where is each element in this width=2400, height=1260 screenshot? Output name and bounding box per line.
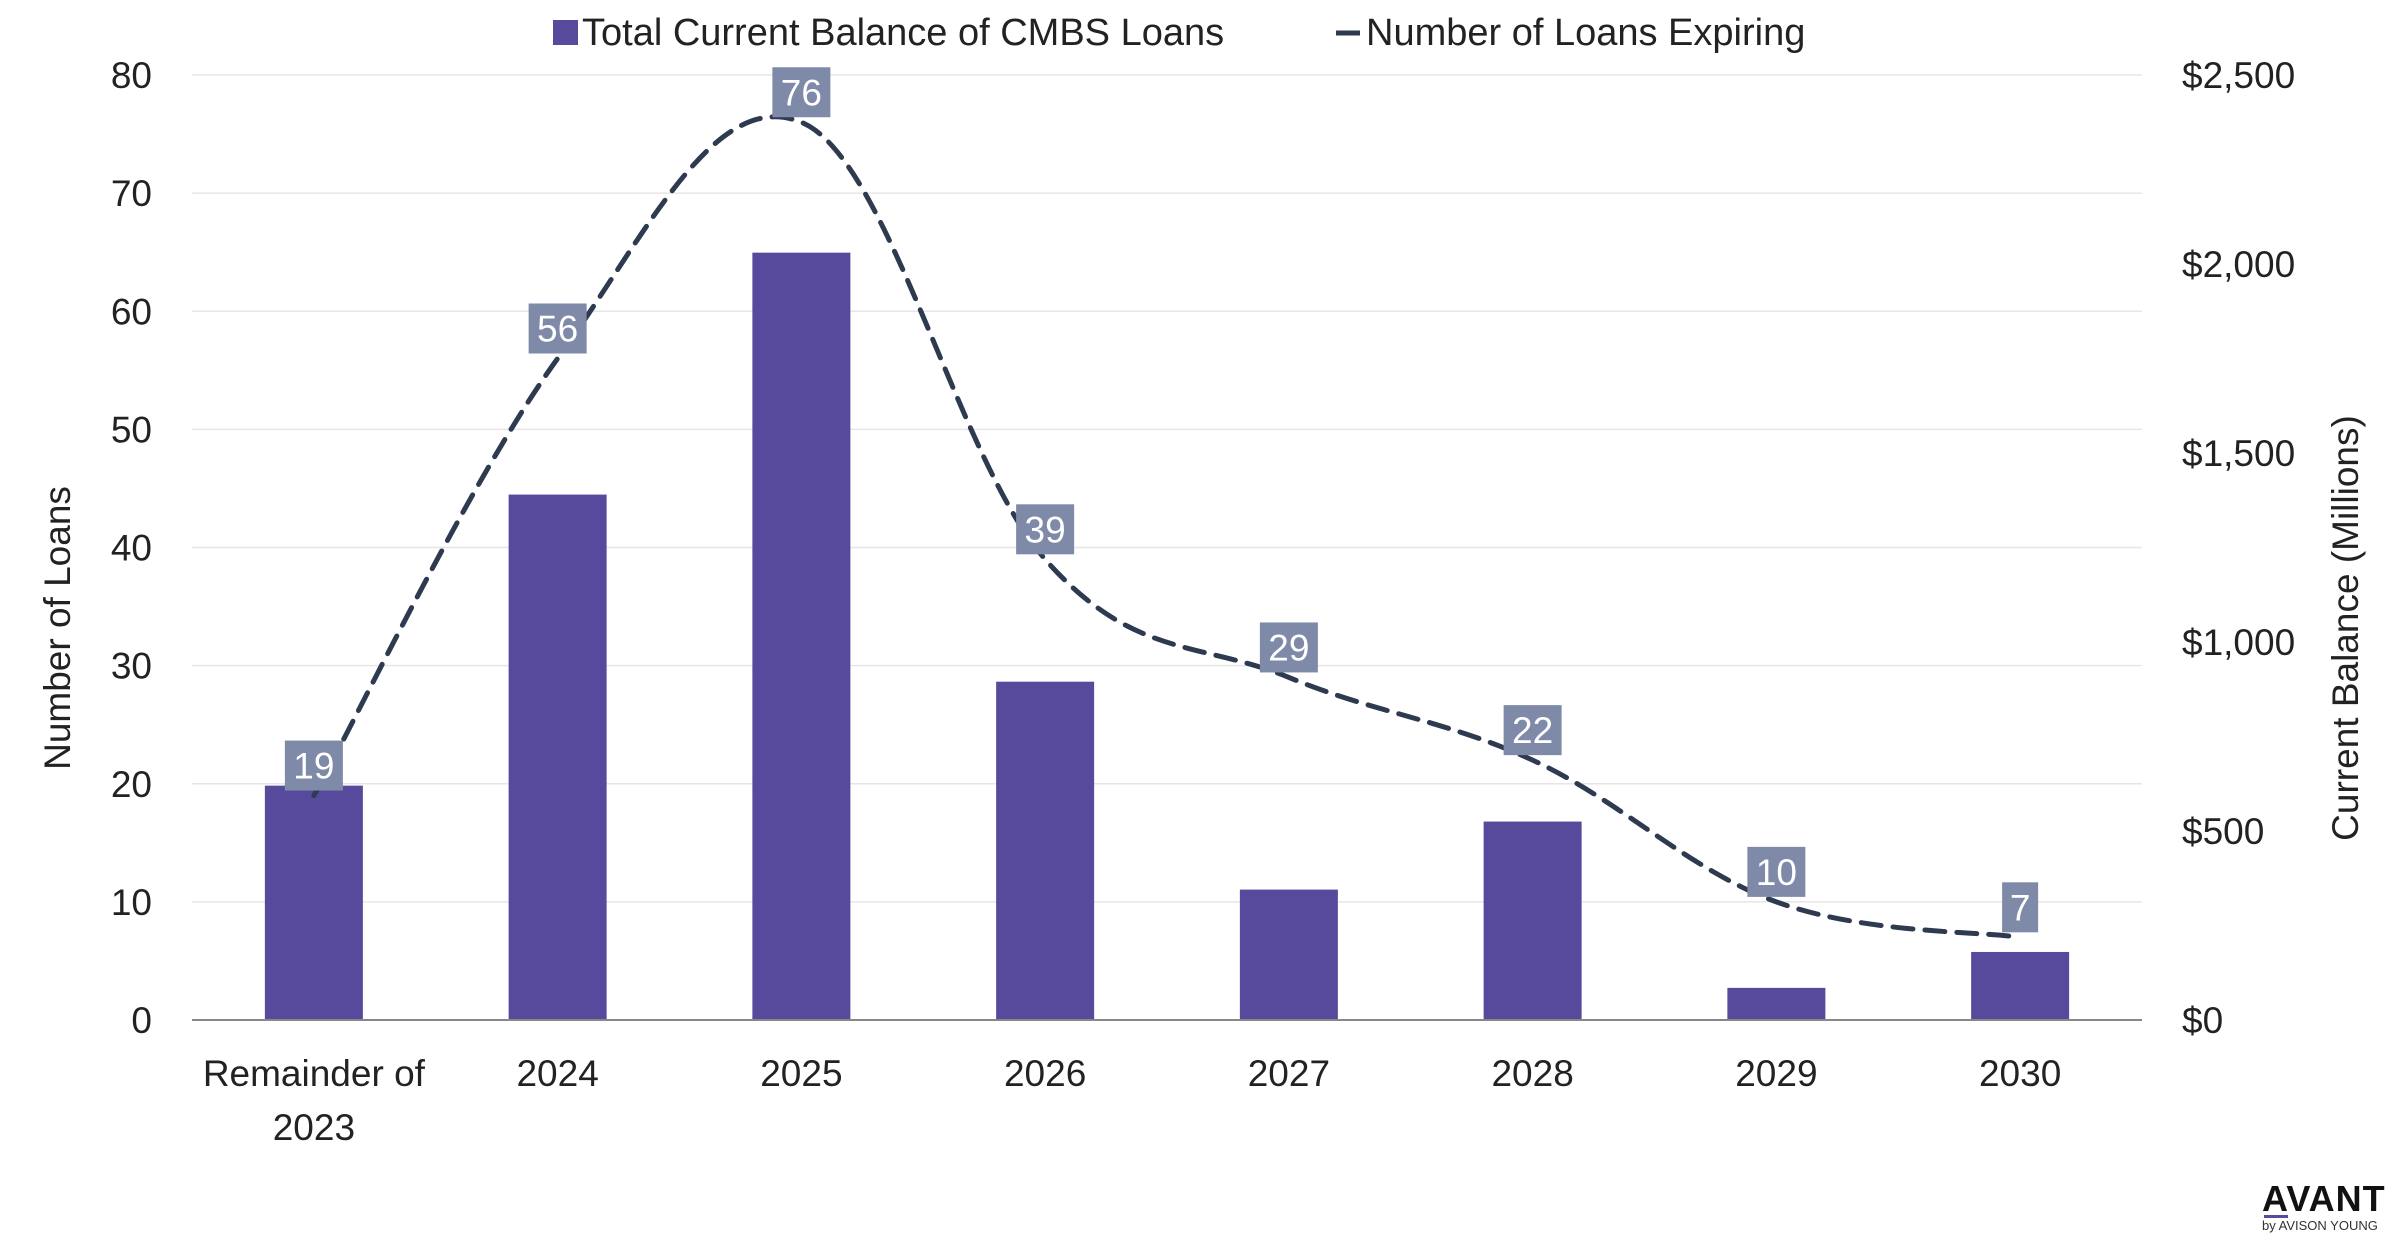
data-label-box	[1016, 504, 1075, 555]
right-y-tick-label: $0	[2182, 1000, 2223, 1041]
legend-label-bar: Total Current Balance of CMBS Loans	[582, 12, 1224, 54]
x-tick-label: 2026	[1004, 1053, 1086, 1094]
data-label-box	[2002, 882, 2039, 933]
right-y-axis-title: Current Balance (Millions)	[2325, 415, 2366, 841]
x-tick-label: 2025	[760, 1053, 842, 1094]
bar	[508, 494, 607, 1021]
right-y-tick-label: $1,500	[2182, 433, 2295, 474]
bar	[1239, 889, 1338, 1020]
bar	[996, 681, 1095, 1020]
right-y-tick-label: $2,500	[2182, 55, 2295, 96]
x-tick-label: 2030	[1979, 1053, 2061, 1094]
right-y-tick-label: $500	[2182, 811, 2264, 852]
bar	[1727, 987, 1826, 1020]
left-y-tick-label: 0	[131, 1000, 152, 1041]
data-label: 19	[293, 746, 334, 787]
left-y-tick-label: 80	[111, 55, 152, 96]
data-label-box	[1259, 622, 1318, 673]
right-y-ticks: $0 $500 $1,000 $1,500 $2,000 $2,500	[2182, 55, 2295, 1041]
bar	[1483, 821, 1582, 1020]
data-label-box	[772, 67, 831, 118]
data-label: 10	[1756, 852, 1797, 893]
legend-swatch-bar	[553, 20, 578, 45]
x-tick-label: 2028	[1491, 1053, 1573, 1094]
data-label-box	[528, 303, 587, 354]
left-y-tick-label: 20	[111, 764, 152, 805]
logo-byline: by AVISON YOUNG	[2262, 1218, 2378, 1233]
data-label: 56	[537, 309, 578, 350]
left-y-tick-label: 60	[111, 291, 152, 332]
right-y-tick-label: $2,000	[2182, 244, 2295, 285]
x-tick-label: 2023	[273, 1107, 355, 1148]
left-y-tick-label: 40	[111, 528, 152, 569]
left-y-tick-label: 50	[111, 409, 152, 450]
data-label: 39	[1025, 509, 1066, 550]
x-tick-label: 2024	[516, 1053, 598, 1094]
legend: Total Current Balance of CMBS Loans Numbe…	[553, 12, 1805, 54]
data-labels: 19 56 76 39 29 22 10 7	[284, 67, 2039, 933]
data-label: 76	[781, 72, 822, 113]
avant-logo: AVANT by AVISON YOUNG	[2262, 1180, 2392, 1234]
x-tick-label: Remainder of	[203, 1053, 426, 1094]
data-label-box	[1747, 846, 1806, 897]
legend-label-line: Number of Loans Expiring	[1366, 12, 1805, 54]
right-y-tick-label: $1,000	[2182, 622, 2295, 663]
data-label: 22	[1512, 710, 1553, 751]
data-label: 7	[2010, 887, 2031, 928]
bar	[752, 252, 851, 1020]
data-label-box	[284, 740, 343, 791]
x-tick-label: 2027	[1248, 1053, 1330, 1094]
data-label-box	[1503, 705, 1562, 756]
left-y-ticks: 0 10 20 30 40 50 60 70 80	[111, 55, 152, 1041]
gridlines	[192, 74, 2142, 903]
bar-series	[264, 252, 2070, 1021]
logo-brand: AVANT	[2262, 1178, 2386, 1219]
data-label: 29	[1268, 627, 1309, 668]
left-y-tick-label: 70	[111, 173, 152, 214]
x-tick-labels: Remainder of 2023 2024 2025 2026 2027 2028 2029…	[203, 1053, 2061, 1148]
logo-accent-bar	[2264, 1215, 2288, 1218]
left-y-tick-label: 10	[111, 882, 152, 923]
left-y-axis-title: Number of Loans	[37, 486, 78, 770]
line-series-loans-expiring	[311, 114, 2023, 940]
bar	[1971, 951, 2070, 1020]
bar	[264, 785, 363, 1020]
left-y-tick-label: 30	[111, 646, 152, 687]
x-tick-label: 2029	[1735, 1053, 1817, 1094]
